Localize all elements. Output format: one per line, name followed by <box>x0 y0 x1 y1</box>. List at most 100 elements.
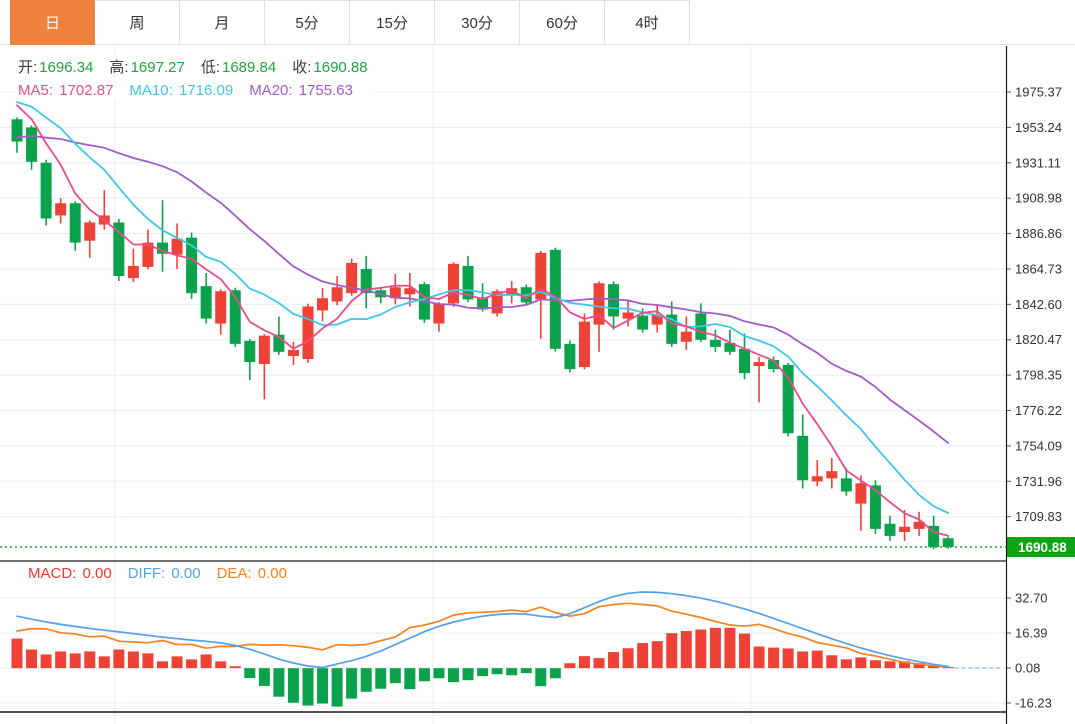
candle-body <box>782 364 794 434</box>
candle-body <box>477 297 489 310</box>
candle-body <box>273 334 285 352</box>
macd-axis-label: 16.39 <box>1015 625 1048 640</box>
candle-body <box>724 342 736 352</box>
macd-bar <box>287 668 299 703</box>
macd-bar <box>622 648 634 669</box>
tab-30min[interactable]: 30分 <box>435 0 520 45</box>
candle-body <box>302 306 314 360</box>
price-axis-label: 1820.47 <box>1015 332 1062 347</box>
macd-bar <box>113 649 125 669</box>
candle-body <box>331 287 343 302</box>
candle-body <box>171 238 183 255</box>
macd-axis-label: -16.23 <box>1015 696 1052 711</box>
macd-bar <box>258 668 270 686</box>
macd-bar <box>826 655 838 669</box>
candle-body <box>491 291 503 314</box>
candle-body <box>40 162 52 219</box>
macd-bar <box>84 651 96 669</box>
macd-bar <box>462 668 474 681</box>
macd-bar <box>593 658 605 669</box>
macd-bar <box>753 646 765 669</box>
macd-bar <box>797 651 809 669</box>
macd-bar <box>608 652 620 669</box>
macd-item-2: DEA: 0.00 <box>216 565 287 582</box>
candle-body <box>899 526 911 532</box>
macd-legend: MACD: 0.00 DIFF: 0.00 DEA: 0.00 <box>28 565 303 582</box>
candle-body <box>680 331 692 342</box>
macd-bar <box>535 668 547 687</box>
price-axis-label: 1776.22 <box>1015 403 1062 418</box>
ma10-line <box>16 101 950 514</box>
macd-bar <box>928 665 940 669</box>
ma-item-2: MA20: 1755.63 <box>249 82 353 99</box>
tab-15min[interactable]: 15分 <box>350 0 435 45</box>
ohlc-item-0: 开: 1696.34 <box>18 59 94 76</box>
price-axis-label: 1798.35 <box>1015 368 1062 383</box>
candle-body <box>186 237 198 294</box>
macd-bar <box>578 656 590 669</box>
price-axis-label: 1731.96 <box>1015 474 1062 489</box>
tab-day[interactable]: 日 <box>10 0 95 45</box>
candle-body <box>346 262 358 294</box>
tab-month[interactable]: 月 <box>180 0 265 45</box>
tab-5min[interactable]: 5分 <box>265 0 350 45</box>
price-axis-label: 1908.98 <box>1015 191 1062 206</box>
macd-bar <box>884 661 896 669</box>
candle-body <box>840 478 852 492</box>
candle-body <box>258 335 270 365</box>
price-axis-label: 1864.73 <box>1015 261 1062 276</box>
candle-body <box>317 298 329 311</box>
macd-bar <box>229 666 241 669</box>
macd-bar <box>215 661 227 669</box>
dea-line <box>16 602 950 668</box>
candle-body <box>433 303 445 324</box>
macd-bar <box>418 668 430 682</box>
macd-bar <box>11 638 23 669</box>
macd-bar <box>855 657 867 669</box>
candle-body <box>200 286 212 319</box>
macd-bar <box>433 668 445 679</box>
candle-body <box>826 471 838 479</box>
macd-bar <box>375 668 387 689</box>
candle-body <box>666 314 678 344</box>
candle-body <box>651 314 663 325</box>
price-axis-label: 1709.83 <box>1015 509 1062 524</box>
macd-bar <box>491 668 503 675</box>
tab-4hour[interactable]: 4时 <box>605 0 690 45</box>
tab-60min[interactable]: 60分 <box>520 0 605 45</box>
candle-body <box>637 315 649 330</box>
macd-item-0: MACD: 0.00 <box>28 565 112 582</box>
candle-body <box>229 290 241 344</box>
candle-body <box>11 119 23 142</box>
candle-body <box>55 203 67 216</box>
candle-body <box>913 521 925 529</box>
candle-body <box>69 203 81 243</box>
macd-bar <box>186 659 198 669</box>
tab-week[interactable]: 周 <box>95 0 180 45</box>
ma-item-1: MA10: 1716.09 <box>129 82 234 99</box>
macd-bar <box>404 668 416 690</box>
candle-body <box>142 242 154 267</box>
candle-body <box>448 263 459 304</box>
macd-bar <box>564 663 576 669</box>
candle-body <box>768 360 780 370</box>
macd-bar <box>477 668 489 677</box>
candle-body <box>244 340 256 363</box>
macd-bar <box>637 643 649 669</box>
ohlc-item-1: 高: 1697.27 <box>109 59 185 76</box>
macd-bar <box>724 627 736 669</box>
price-axis-label: 1754.09 <box>1015 438 1062 453</box>
macd-bar <box>782 648 794 669</box>
candle-body <box>622 312 634 319</box>
macd-bar <box>666 633 678 669</box>
macd-bar <box>200 654 212 669</box>
macd-bar <box>317 668 329 704</box>
candle-body <box>26 127 38 162</box>
candle-body <box>811 476 823 482</box>
current-price-tag-text: 1690.88 <box>1018 540 1067 555</box>
price-axis-label: 1953.24 <box>1015 120 1062 135</box>
macd-bar <box>768 647 780 669</box>
macd-bar <box>346 668 358 699</box>
candle-body <box>404 288 416 295</box>
